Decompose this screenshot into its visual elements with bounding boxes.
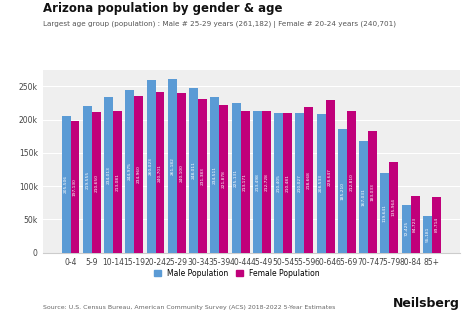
Text: 208,533: 208,533: [319, 174, 323, 192]
Bar: [326, 100, 335, 253]
Text: 197,130: 197,130: [73, 178, 77, 196]
Text: 228,647: 228,647: [328, 168, 332, 185]
Bar: [92, 112, 101, 253]
Bar: [146, 80, 155, 253]
Bar: [295, 113, 304, 253]
Text: 225,131: 225,131: [234, 169, 238, 187]
Text: 212,728: 212,728: [264, 173, 268, 191]
Bar: [274, 112, 283, 253]
Text: 183,033: 183,033: [371, 183, 374, 201]
Text: 261,182: 261,182: [170, 157, 174, 175]
Bar: [210, 96, 219, 253]
Text: 213,498: 213,498: [255, 173, 259, 191]
Text: 212,810: 212,810: [349, 173, 353, 191]
Text: 167,031: 167,031: [362, 188, 365, 206]
Bar: [338, 129, 347, 253]
Text: 119,641: 119,641: [383, 204, 387, 222]
Bar: [113, 111, 122, 253]
Text: 55,181: 55,181: [426, 227, 429, 242]
Bar: [104, 97, 113, 253]
Bar: [389, 162, 398, 253]
Text: 244,975: 244,975: [128, 162, 132, 180]
Text: 234,960: 234,960: [137, 166, 141, 184]
Bar: [401, 204, 410, 253]
Bar: [359, 142, 368, 253]
Text: 213,081: 213,081: [116, 173, 119, 191]
Text: Largest age group (population) : Male # 25-29 years (261,182) | Female # 20-24 y: Largest age group (population) : Male # …: [43, 21, 396, 27]
Text: 218,668: 218,668: [307, 171, 311, 189]
Text: 219,555: 219,555: [85, 171, 89, 189]
Text: Source: U.S. Census Bureau, American Community Survey (ACS) 2018-2022 5-Year Est: Source: U.S. Census Bureau, American Com…: [43, 305, 335, 310]
Bar: [253, 111, 262, 253]
Bar: [62, 116, 71, 253]
Bar: [134, 96, 143, 253]
Text: 234,013: 234,013: [107, 166, 110, 184]
Bar: [381, 173, 389, 253]
Bar: [304, 107, 313, 253]
Bar: [219, 105, 228, 253]
Bar: [232, 103, 241, 253]
Text: Arizona population by gender & age: Arizona population by gender & age: [43, 2, 282, 15]
Text: 213,171: 213,171: [243, 173, 247, 191]
Bar: [423, 216, 432, 253]
Bar: [198, 99, 207, 253]
Text: 248,011: 248,011: [191, 161, 196, 179]
Text: 231,383: 231,383: [201, 167, 205, 185]
Text: 185,210: 185,210: [340, 182, 345, 200]
Bar: [347, 111, 356, 253]
Text: 135,964: 135,964: [392, 198, 396, 216]
Bar: [168, 79, 177, 253]
Bar: [189, 88, 198, 253]
Bar: [126, 89, 134, 253]
Text: 84,723: 84,723: [413, 217, 417, 232]
Text: 210,027: 210,027: [298, 174, 302, 192]
Bar: [262, 111, 271, 253]
Text: 205,506: 205,506: [64, 175, 68, 193]
Bar: [317, 114, 326, 253]
Bar: [71, 121, 80, 253]
Bar: [241, 111, 249, 253]
Bar: [432, 197, 441, 253]
Text: 234,511: 234,511: [213, 166, 217, 184]
Bar: [83, 106, 92, 253]
Text: 210,650: 210,650: [94, 173, 98, 191]
Text: 210,481: 210,481: [285, 174, 290, 191]
Text: 260,023: 260,023: [149, 157, 153, 175]
Text: 240,100: 240,100: [179, 164, 183, 182]
Bar: [177, 93, 186, 253]
Text: 221,878: 221,878: [222, 170, 226, 188]
Text: Neilsberg: Neilsberg: [393, 297, 460, 310]
Text: 210,405: 210,405: [277, 174, 281, 192]
Text: 72,425: 72,425: [404, 221, 408, 236]
Legend: Male Population, Female Population: Male Population, Female Population: [151, 265, 323, 281]
Bar: [368, 131, 377, 253]
Bar: [283, 112, 292, 253]
Text: 240,701: 240,701: [158, 164, 162, 181]
Bar: [155, 92, 164, 253]
Text: 83,714: 83,714: [434, 217, 438, 233]
Bar: [410, 196, 419, 253]
